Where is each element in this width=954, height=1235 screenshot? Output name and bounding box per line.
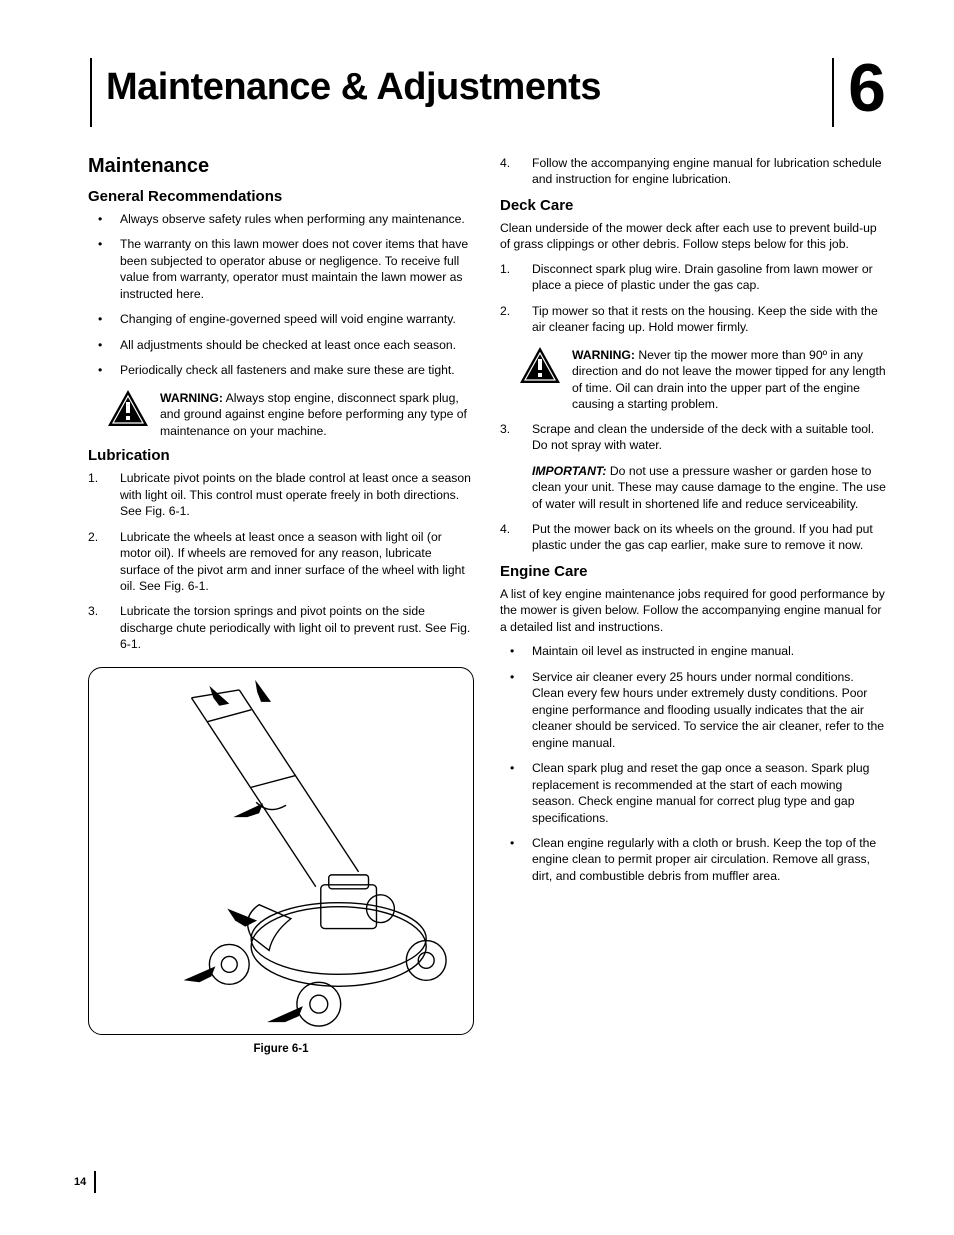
list-item: 2.Tip mower so that it rests on the hous… — [500, 303, 886, 336]
warning-icon — [518, 345, 562, 385]
heading-lubrication: Lubrication — [88, 447, 474, 464]
left-column: Maintenance General Recommendations •Alw… — [88, 155, 474, 1063]
deck-steps-c: 4.Put the mower back on its wheels on th… — [500, 521, 886, 554]
deck-important: IMPORTANT: Do not use a pressure washer … — [532, 463, 886, 512]
header-rule-right — [832, 58, 834, 127]
figure-frame — [88, 667, 474, 1035]
list-item: •The warranty on this lawn mower does no… — [88, 236, 474, 302]
header-rule-left — [90, 58, 92, 127]
warning-deck: WARNING: Never tip the mower more than 9… — [518, 345, 886, 413]
list-item: •Maintain oil level as instructed in eng… — [500, 643, 886, 659]
list-item: 1.Disconnect spark plug wire. Drain gaso… — [500, 261, 886, 294]
list-item: •Clean engine regularly with a cloth or … — [500, 835, 886, 884]
list-item: 3.Lubricate the torsion springs and pivo… — [88, 603, 474, 652]
deck-steps-b: 3.Scrape and clean the underside of the … — [500, 421, 886, 454]
page-number: 14 — [74, 1176, 94, 1188]
mower-diagram — [89, 668, 473, 1034]
general-bullets: •Always observe safety rules when perfor… — [88, 211, 474, 379]
list-item: 4.Follow the accompanying engine manual … — [500, 155, 886, 188]
cont-list: 4.Follow the accompanying engine manual … — [500, 155, 886, 188]
deck-intro: Clean underside of the mower deck after … — [500, 220, 886, 253]
page-header: Maintenance & Adjustments 6 — [88, 58, 886, 127]
figure-caption: Figure 6-1 — [88, 1043, 474, 1055]
list-item: •All adjustments should be checked at le… — [88, 337, 474, 353]
heading-general: General Recommendations — [88, 188, 474, 205]
engine-bullets: •Maintain oil level as instructed in eng… — [500, 643, 886, 884]
content-columns: Maintenance General Recommendations •Alw… — [88, 155, 886, 1063]
heading-engine: Engine Care — [500, 563, 886, 580]
chapter-number: 6 — [848, 58, 886, 127]
right-column: 4.Follow the accompanying engine manual … — [500, 155, 886, 1063]
page-title: Maintenance & Adjustments — [106, 58, 832, 127]
figure-6-1: Figure 6-1 — [88, 667, 474, 1055]
list-item: •Periodically check all fasteners and ma… — [88, 362, 474, 378]
deck-steps-a: 1.Disconnect spark plug wire. Drain gaso… — [500, 261, 886, 336]
page-number-box: 14 — [74, 1171, 96, 1193]
warning-icon — [106, 388, 150, 428]
heading-deck: Deck Care — [500, 197, 886, 214]
list-item: 4.Put the mower back on its wheels on th… — [500, 521, 886, 554]
list-item: 1.Lubricate pivot points on the blade co… — [88, 470, 474, 519]
list-item: 2.Lubricate the wheels at least once a s… — [88, 529, 474, 595]
page-number-rule — [94, 1171, 96, 1193]
list-item: •Clean spark plug and reset the gap once… — [500, 760, 886, 826]
list-item: •Changing of engine-governed speed will … — [88, 311, 474, 327]
list-item: •Always observe safety rules when perfor… — [88, 211, 474, 227]
warning-general: WARNING: Always stop engine, disconnect … — [106, 388, 474, 439]
section-maintenance: Maintenance — [88, 155, 474, 178]
engine-intro: A list of key engine maintenance jobs re… — [500, 586, 886, 635]
list-item: 3.Scrape and clean the underside of the … — [500, 421, 886, 454]
warning-text: WARNING: Always stop engine, disconnect … — [160, 388, 474, 439]
warning-text: WARNING: Never tip the mower more than 9… — [572, 345, 886, 413]
lubrication-list: 1.Lubricate pivot points on the blade co… — [88, 470, 474, 653]
list-item: •Service air cleaner every 25 hours unde… — [500, 669, 886, 751]
